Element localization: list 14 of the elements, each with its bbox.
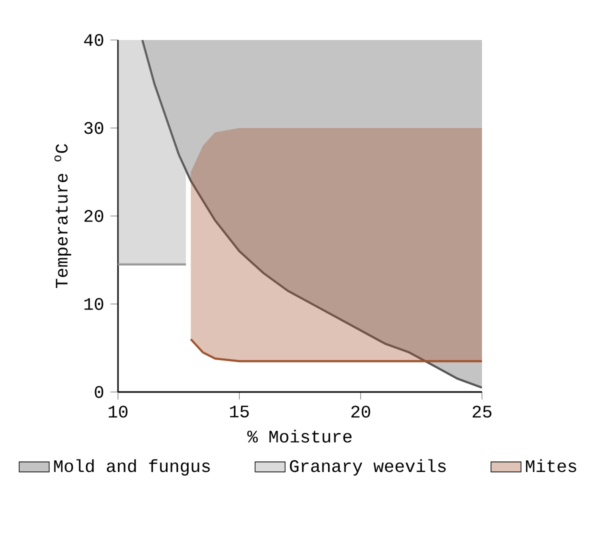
y-tick-label: 0 bbox=[94, 386, 104, 398]
x-tick-label: 25 bbox=[472, 406, 492, 418]
x-axis-title: % Moisture bbox=[247, 430, 352, 443]
y-tick-label: 10 bbox=[84, 298, 104, 310]
legend-label: Granary weevils bbox=[290, 459, 446, 476]
y-tick-label: 40 bbox=[84, 34, 104, 46]
x-tick-label: 20 bbox=[351, 406, 370, 418]
y-tick-label: 30 bbox=[84, 122, 104, 134]
legend-label: Mold and fungus bbox=[54, 459, 210, 476]
y-axis-title: Temperature $^{o}$C bbox=[54, 144, 72, 288]
x-tick-label: 10 bbox=[108, 406, 128, 418]
y-tick-label: 20 bbox=[84, 210, 104, 222]
x-tick-label: 15 bbox=[230, 406, 249, 418]
legend-label: Mites bbox=[526, 459, 576, 472]
